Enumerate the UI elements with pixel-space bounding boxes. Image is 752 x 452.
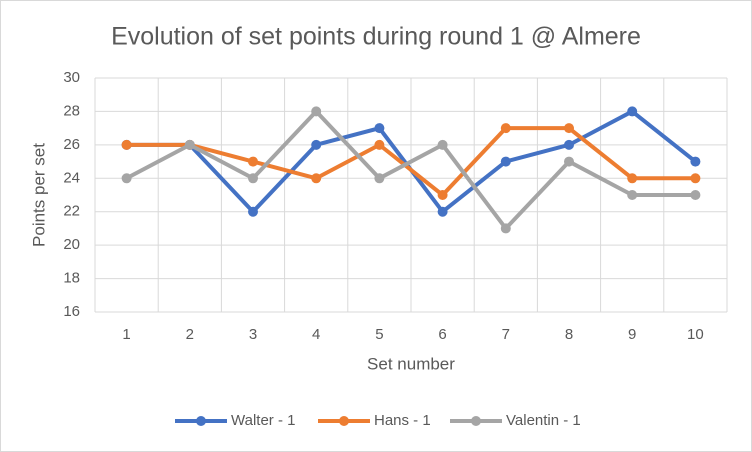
point bbox=[500, 223, 511, 234]
legend-marker bbox=[471, 416, 481, 426]
series-line bbox=[125, 109, 696, 231]
point bbox=[437, 139, 448, 150]
x-axis-title: Set number bbox=[367, 354, 455, 373]
point bbox=[248, 173, 258, 184]
point bbox=[690, 173, 701, 184]
point bbox=[627, 173, 638, 184]
y-tick-label: 18 bbox=[63, 270, 80, 287]
point bbox=[564, 139, 574, 150]
y-tick-label: 28 bbox=[63, 102, 80, 119]
point bbox=[184, 139, 195, 150]
point bbox=[374, 123, 385, 134]
point bbox=[311, 139, 322, 150]
point bbox=[121, 139, 132, 150]
point bbox=[248, 156, 258, 167]
point bbox=[564, 123, 574, 134]
legend-marker bbox=[196, 416, 206, 426]
x-tick-label: 6 bbox=[438, 326, 446, 343]
point bbox=[121, 173, 132, 184]
point bbox=[311, 106, 322, 117]
point bbox=[374, 139, 385, 150]
point bbox=[627, 190, 638, 200]
y-tick-label: 30 bbox=[63, 69, 80, 86]
x-tick-label: 4 bbox=[312, 326, 320, 343]
legend-label: Hans - 1 bbox=[374, 412, 431, 429]
x-tick-label: 3 bbox=[249, 326, 257, 343]
x-tick-label: 9 bbox=[628, 326, 636, 343]
point bbox=[248, 206, 258, 217]
chart-title: Evolution of set points during round 1 @… bbox=[111, 23, 641, 51]
legend-marker bbox=[339, 416, 349, 426]
x-tick-label: 8 bbox=[565, 326, 573, 343]
x-tick-label: 1 bbox=[122, 326, 130, 343]
y-tick-label: 24 bbox=[63, 169, 80, 186]
x-tick-label: 10 bbox=[687, 326, 704, 343]
point bbox=[690, 190, 701, 200]
point bbox=[374, 173, 385, 184]
x-tick-label: 2 bbox=[186, 326, 194, 343]
point bbox=[500, 123, 511, 134]
y-tick-label: 22 bbox=[63, 203, 80, 220]
y-tick-label: 20 bbox=[63, 236, 80, 253]
point bbox=[627, 106, 638, 117]
y-tick-label: 16 bbox=[63, 303, 80, 320]
point bbox=[690, 156, 701, 167]
point bbox=[500, 156, 511, 167]
point bbox=[437, 190, 448, 200]
legend-label: Valentin - 1 bbox=[506, 412, 581, 429]
y-axis-title: Points per set bbox=[29, 143, 48, 247]
x-tick-label: 5 bbox=[375, 326, 383, 343]
point bbox=[564, 156, 574, 167]
legend-label: Walter - 1 bbox=[231, 412, 295, 429]
point bbox=[437, 206, 448, 217]
point bbox=[311, 173, 322, 184]
series-line bbox=[126, 126, 696, 197]
x-tick-label: 7 bbox=[502, 326, 510, 343]
y-tick-label: 26 bbox=[63, 136, 80, 153]
